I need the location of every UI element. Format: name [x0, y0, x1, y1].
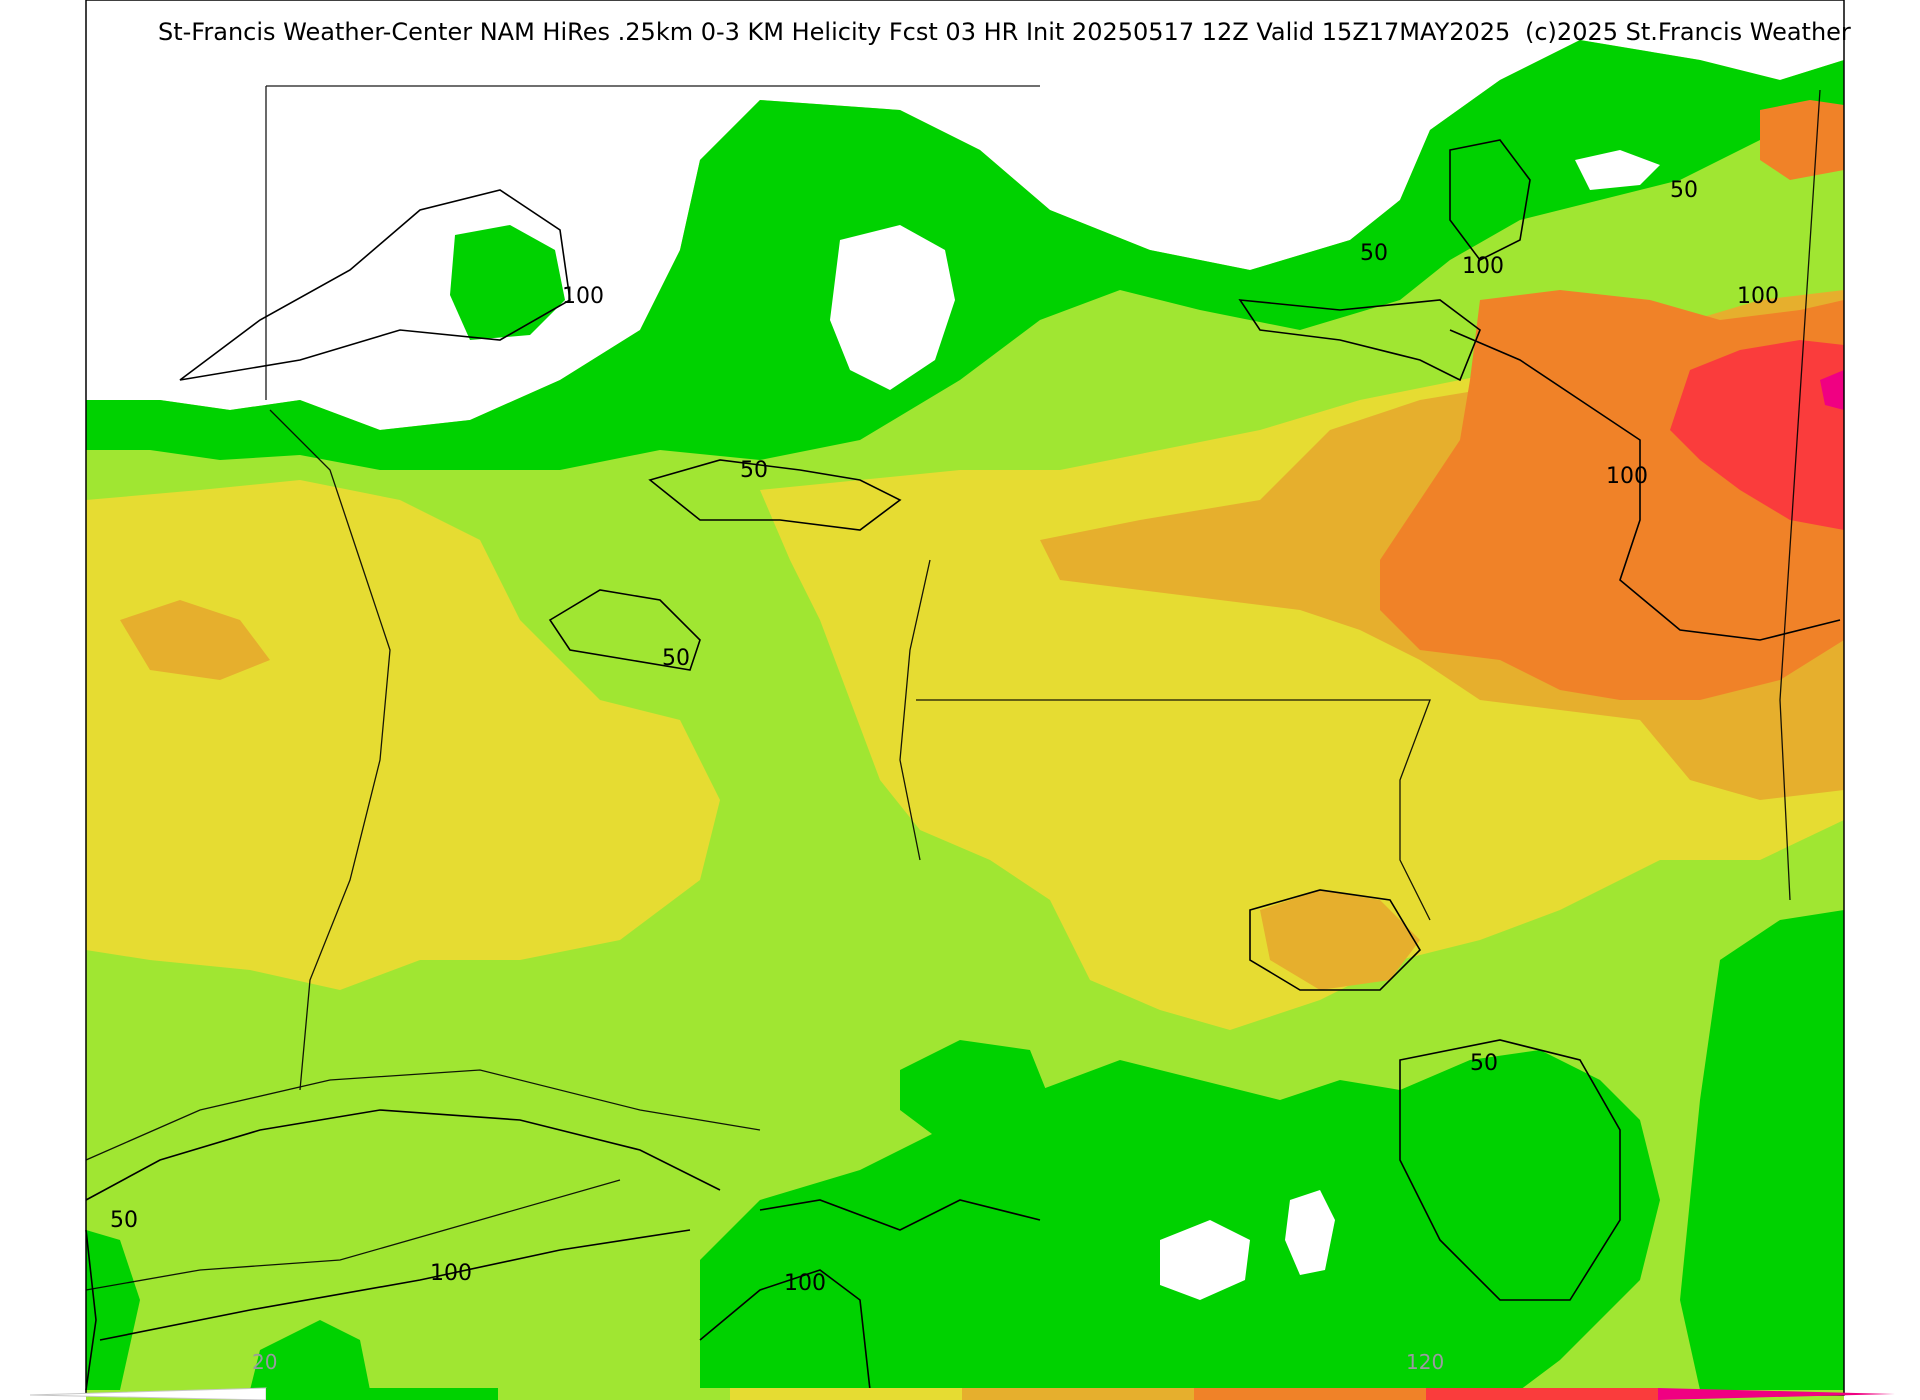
- contour-label: 50: [110, 1208, 138, 1233]
- contour-label-group: 100 50 50 100 50 50 100 100 100 50 50 10…: [110, 178, 1779, 1296]
- white-hole-south-2: [1285, 1190, 1335, 1275]
- contour-label: 100: [1737, 284, 1779, 309]
- contour-label: 50: [1670, 178, 1698, 203]
- contour-label: 100: [784, 1271, 826, 1296]
- boundary-lines: [85, 85, 1821, 1291]
- green-blob-southwest: [250, 1320, 370, 1390]
- green-blob-1: [450, 225, 565, 340]
- orange-north: [1760, 100, 1844, 180]
- copyright-label: (c)2025 St.Francis Weather: [1525, 18, 1851, 46]
- map-title: St-Francis Weather-Center NAM HiRes .25k…: [158, 18, 1511, 46]
- colorbar: [29, 1387, 1895, 1400]
- contour-label: 100: [1462, 254, 1504, 279]
- contour-label: 50: [740, 458, 768, 483]
- green-blob-south-mid: [900, 1040, 1050, 1150]
- gold-spot-south: [1260, 890, 1420, 990]
- colorbar-tick-label: 120: [1406, 1350, 1445, 1374]
- contour-label: 50: [1360, 241, 1388, 266]
- contour-label: 50: [1470, 1051, 1498, 1076]
- contour-label: 100: [430, 1261, 472, 1286]
- contour-label: 100: [562, 284, 604, 309]
- gold-spot-west: [120, 600, 270, 680]
- white-hole-1: [830, 225, 955, 390]
- yellow-region-west: [86, 480, 720, 990]
- contour-label: 100: [1606, 464, 1648, 489]
- contour-lines: [85, 139, 1841, 1391]
- white-hole-2: [1575, 150, 1660, 190]
- green-region-southeast: [1680, 910, 1844, 1390]
- white-hole-south-1: [1160, 1220, 1250, 1300]
- colorbar-tick-label: 20: [252, 1350, 278, 1374]
- green-band-north: [86, 40, 1844, 470]
- contour-label: 50: [662, 646, 690, 671]
- magenta-spot: [1820, 370, 1844, 410]
- green-region-southwest: [86, 1230, 140, 1390]
